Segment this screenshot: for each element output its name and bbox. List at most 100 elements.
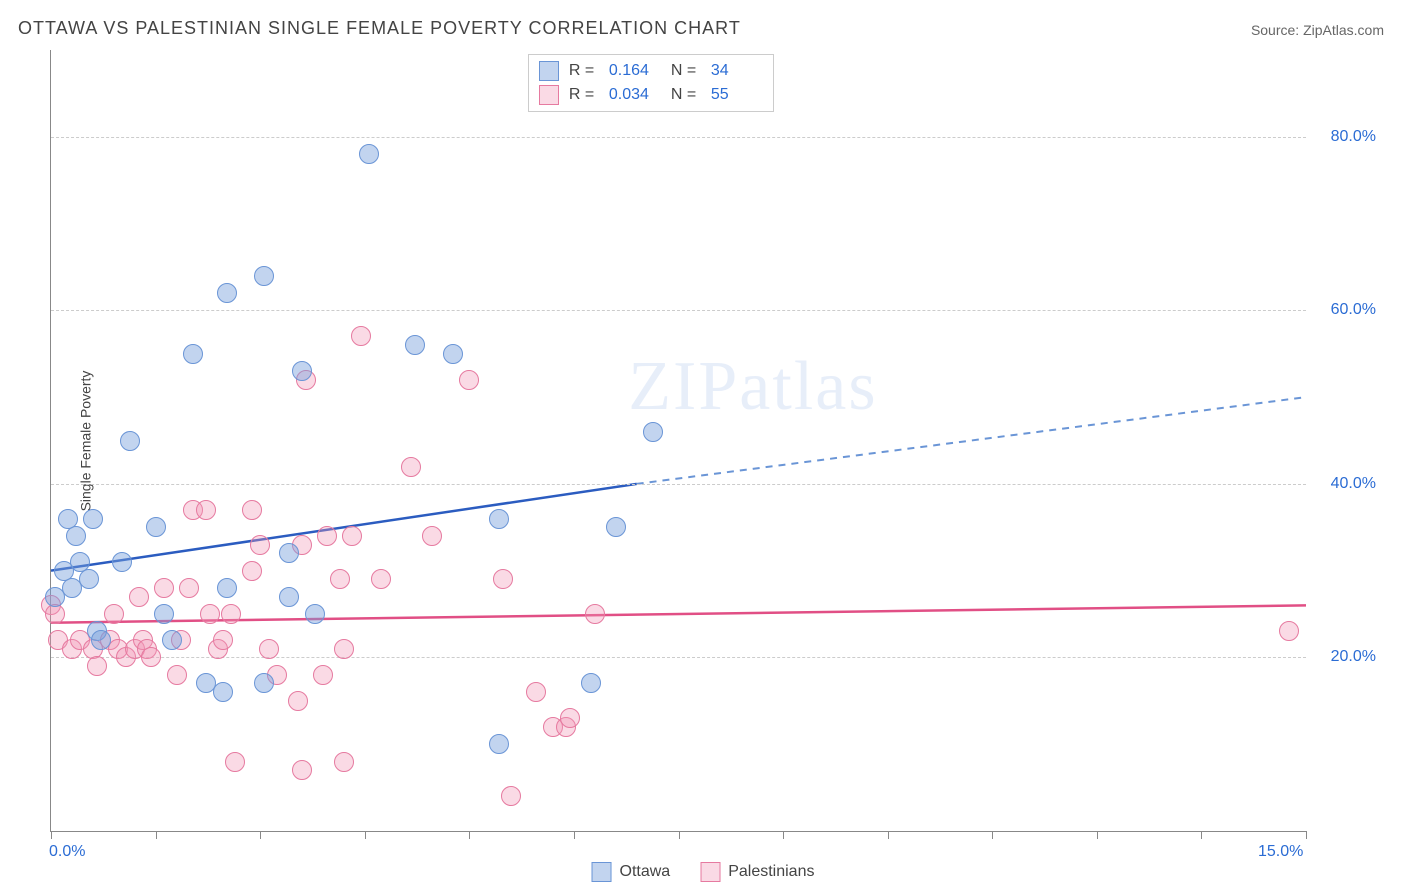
x-tick xyxy=(260,831,261,839)
pink-marker xyxy=(200,604,220,624)
pink-marker xyxy=(104,604,124,624)
gridline xyxy=(51,657,1306,658)
legend-item: Palestinians xyxy=(700,862,814,882)
series-legend: Ottawa Palestinians xyxy=(592,862,815,882)
pink-marker xyxy=(493,569,513,589)
correlation-legend-row: R = 0.034 N = 55 xyxy=(539,83,763,107)
blue-marker xyxy=(79,569,99,589)
blue-marker xyxy=(489,509,509,529)
blue-marker xyxy=(292,361,312,381)
blue-marker xyxy=(120,431,140,451)
chart-container: OTTAWA VS PALESTINIAN SINGLE FEMALE POVE… xyxy=(0,0,1406,892)
plot-area: ZIPatlas R =0.164N =34R =0.034N =55 20.0… xyxy=(50,50,1306,832)
pink-marker xyxy=(250,535,270,555)
y-tick-label: 80.0% xyxy=(1331,128,1376,146)
blue-marker xyxy=(279,543,299,563)
x-tick-label: 0.0% xyxy=(49,843,85,861)
x-tick xyxy=(51,831,52,839)
blue-marker xyxy=(183,344,203,364)
r-label: R = xyxy=(569,62,599,80)
n-value: 34 xyxy=(711,62,763,80)
legend-item: Ottawa xyxy=(592,862,671,882)
pink-marker xyxy=(179,578,199,598)
blue-marker xyxy=(489,734,509,754)
y-tick-label: 40.0% xyxy=(1331,475,1376,493)
pink-marker xyxy=(334,639,354,659)
n-label: N = xyxy=(671,62,701,80)
pink-marker xyxy=(342,526,362,546)
x-tick xyxy=(365,831,366,839)
x-tick xyxy=(992,831,993,839)
pink-marker xyxy=(560,708,580,728)
legend-swatch xyxy=(592,862,612,882)
x-tick xyxy=(888,831,889,839)
legend-swatch xyxy=(539,61,559,81)
y-tick-label: 60.0% xyxy=(1331,301,1376,319)
blue-marker xyxy=(112,552,132,572)
n-label: N = xyxy=(671,86,701,104)
pink-marker xyxy=(259,639,279,659)
pink-marker xyxy=(242,561,262,581)
x-tick xyxy=(574,831,575,839)
blue-marker xyxy=(83,509,103,529)
correlation-legend-row: R =0.164N =34 xyxy=(539,59,763,83)
plot-outer: Single Female Poverty ZIPatlas R =0.164N… xyxy=(50,50,1386,832)
pink-marker xyxy=(45,604,65,624)
pink-marker xyxy=(242,500,262,520)
trend-lines-svg xyxy=(51,50,1306,831)
x-tick xyxy=(679,831,680,839)
pink-marker xyxy=(154,578,174,598)
x-tick xyxy=(1097,831,1098,839)
pink-marker xyxy=(371,569,391,589)
watermark-text: ZIPatlas xyxy=(628,347,877,427)
pink-marker xyxy=(401,457,421,477)
correlation-legend: R =0.164N =34R =0.034N =55 xyxy=(528,54,774,112)
r-value: 0.034 xyxy=(609,86,661,104)
pink-marker xyxy=(225,752,245,772)
pink-marker xyxy=(330,569,350,589)
pink-marker xyxy=(526,682,546,702)
r-label: R = xyxy=(569,86,599,104)
blue-marker xyxy=(279,587,299,607)
chart-title: OTTAWA VS PALESTINIAN SINGLE FEMALE POVE… xyxy=(18,18,741,39)
pink-marker xyxy=(221,604,241,624)
x-tick-label: 15.0% xyxy=(1258,843,1303,861)
blue-marker xyxy=(217,578,237,598)
blue-marker xyxy=(606,517,626,537)
n-value: 55 xyxy=(711,86,763,104)
pink-marker xyxy=(334,752,354,772)
pink-marker xyxy=(129,587,149,607)
x-tick xyxy=(1201,831,1202,839)
x-tick xyxy=(783,831,784,839)
gridline xyxy=(51,484,1306,485)
blue-marker xyxy=(213,682,233,702)
pink-marker xyxy=(1279,621,1299,641)
blue-marker xyxy=(643,422,663,442)
blue-marker xyxy=(217,283,237,303)
pink-marker xyxy=(313,665,333,685)
pink-marker xyxy=(288,691,308,711)
pink-marker xyxy=(196,500,216,520)
blue-marker xyxy=(66,526,86,546)
pink-marker xyxy=(141,647,161,667)
pink-marker xyxy=(501,786,521,806)
pink-marker xyxy=(422,526,442,546)
blue-marker xyxy=(154,604,174,624)
pink-marker xyxy=(351,326,371,346)
pink-marker xyxy=(87,656,107,676)
blue-marker xyxy=(581,673,601,693)
gridline xyxy=(51,137,1306,138)
legend-label: Ottawa xyxy=(620,863,671,881)
blue-marker xyxy=(405,335,425,355)
blue-marker xyxy=(45,587,65,607)
blue-marker xyxy=(443,344,463,364)
x-tick xyxy=(469,831,470,839)
blue-marker xyxy=(254,266,274,286)
blue-marker xyxy=(91,630,111,650)
legend-label: Palestinians xyxy=(728,863,814,881)
legend-swatch xyxy=(539,85,559,105)
pink-marker xyxy=(585,604,605,624)
y-tick-label: 20.0% xyxy=(1331,648,1376,666)
x-tick xyxy=(156,831,157,839)
blue-marker xyxy=(305,604,325,624)
